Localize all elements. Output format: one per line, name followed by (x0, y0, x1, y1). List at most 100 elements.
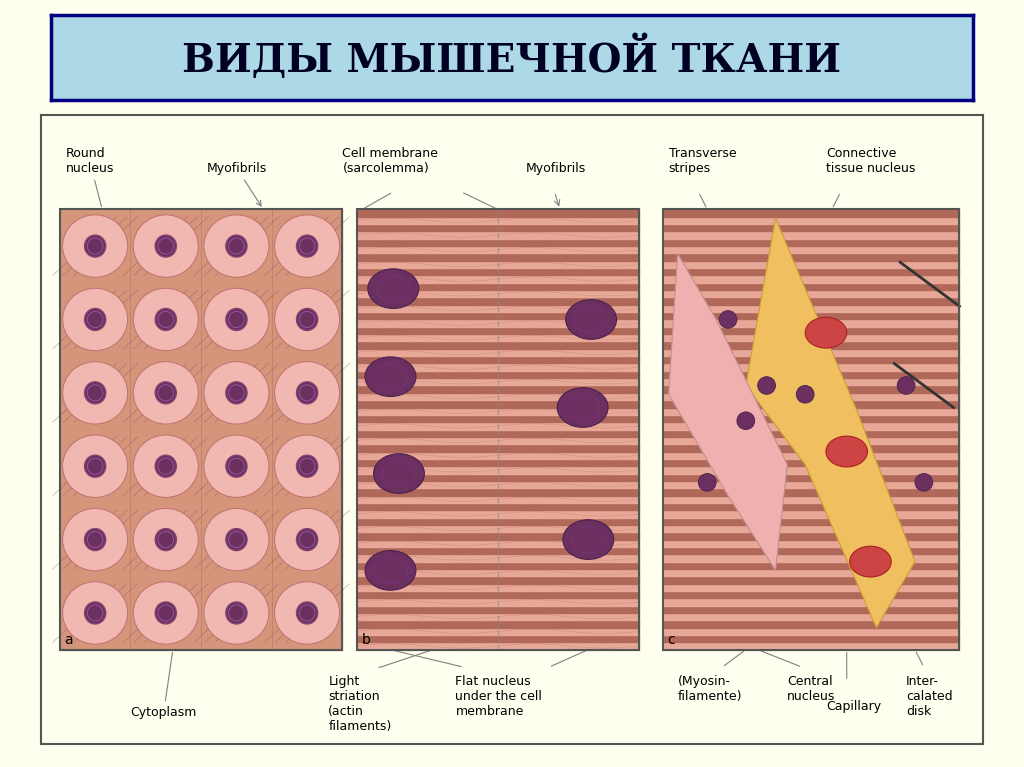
Ellipse shape (156, 528, 176, 551)
Ellipse shape (133, 215, 199, 277)
Bar (663, 422, 959, 430)
Bar (663, 356, 959, 364)
Ellipse shape (226, 602, 247, 624)
Bar (356, 452, 639, 459)
Bar (356, 268, 639, 275)
Ellipse shape (374, 454, 424, 493)
Ellipse shape (133, 509, 199, 571)
Ellipse shape (62, 435, 128, 497)
Ellipse shape (156, 235, 176, 257)
Bar (356, 532, 639, 540)
Bar (356, 298, 639, 304)
Bar (663, 606, 959, 613)
Bar (356, 349, 639, 356)
Ellipse shape (297, 528, 317, 551)
Bar (663, 518, 959, 525)
Ellipse shape (274, 509, 340, 571)
Bar (356, 547, 639, 555)
Ellipse shape (204, 582, 269, 644)
Bar (356, 481, 639, 489)
Bar (663, 290, 959, 298)
Bar (356, 525, 639, 532)
Text: c: c (668, 633, 675, 647)
Ellipse shape (797, 386, 814, 403)
Bar (663, 261, 959, 268)
Bar (356, 576, 639, 584)
Bar (356, 495, 639, 503)
Bar (663, 635, 959, 642)
Bar (356, 327, 639, 334)
Bar (356, 232, 639, 239)
Bar (663, 246, 959, 253)
Bar (356, 334, 639, 341)
Bar (356, 584, 639, 591)
Bar (663, 555, 959, 561)
Text: (Myosin-
filamente): (Myosin- filamente) (678, 675, 742, 703)
Ellipse shape (297, 455, 317, 477)
Bar (663, 275, 959, 283)
Bar (663, 312, 959, 320)
Text: Light
striation
(actin
filaments): Light striation (actin filaments) (329, 675, 391, 732)
Ellipse shape (850, 546, 891, 577)
Bar (663, 298, 959, 304)
Ellipse shape (204, 362, 269, 424)
Bar (356, 253, 639, 261)
Ellipse shape (62, 215, 128, 277)
Ellipse shape (826, 436, 867, 467)
Ellipse shape (365, 551, 416, 591)
Bar (663, 209, 959, 650)
Bar (356, 489, 639, 495)
Bar (356, 444, 639, 452)
Ellipse shape (85, 382, 105, 404)
Text: Round
nucleus: Round nucleus (66, 146, 114, 206)
Bar (356, 239, 639, 246)
Ellipse shape (85, 235, 105, 257)
Bar (663, 598, 959, 606)
Bar (356, 642, 639, 650)
Bar (663, 334, 959, 341)
Bar (663, 304, 959, 312)
Ellipse shape (85, 455, 105, 477)
Bar (356, 503, 639, 510)
Bar (59, 209, 342, 650)
Ellipse shape (85, 602, 105, 624)
Text: Cell membrane
(sarcolemma): Cell membrane (sarcolemma) (342, 146, 438, 175)
Bar (663, 370, 959, 378)
Ellipse shape (915, 473, 933, 491)
Bar (663, 430, 959, 437)
Bar (356, 569, 639, 576)
Ellipse shape (85, 308, 105, 331)
Ellipse shape (226, 528, 247, 551)
Ellipse shape (226, 235, 247, 257)
Bar (663, 540, 959, 547)
Bar (356, 540, 639, 547)
Ellipse shape (204, 435, 269, 497)
Bar (663, 232, 959, 239)
Ellipse shape (62, 362, 128, 424)
Ellipse shape (758, 377, 775, 394)
Ellipse shape (133, 582, 199, 644)
Ellipse shape (62, 582, 128, 644)
Ellipse shape (897, 377, 915, 394)
Bar (356, 275, 639, 283)
Ellipse shape (274, 288, 340, 351)
Ellipse shape (133, 435, 199, 497)
Bar (663, 364, 959, 370)
Bar (663, 386, 959, 393)
Ellipse shape (805, 318, 847, 348)
Bar (356, 224, 639, 232)
Ellipse shape (274, 362, 340, 424)
Bar (663, 327, 959, 334)
Bar (663, 510, 959, 518)
Bar (663, 253, 959, 261)
Polygon shape (669, 253, 787, 571)
Bar (663, 591, 959, 598)
Bar (356, 415, 639, 422)
Bar (663, 378, 959, 386)
Bar (663, 209, 959, 217)
Bar (356, 407, 639, 415)
Ellipse shape (204, 509, 269, 571)
Ellipse shape (204, 215, 269, 277)
Bar (663, 224, 959, 232)
Bar (356, 378, 639, 386)
